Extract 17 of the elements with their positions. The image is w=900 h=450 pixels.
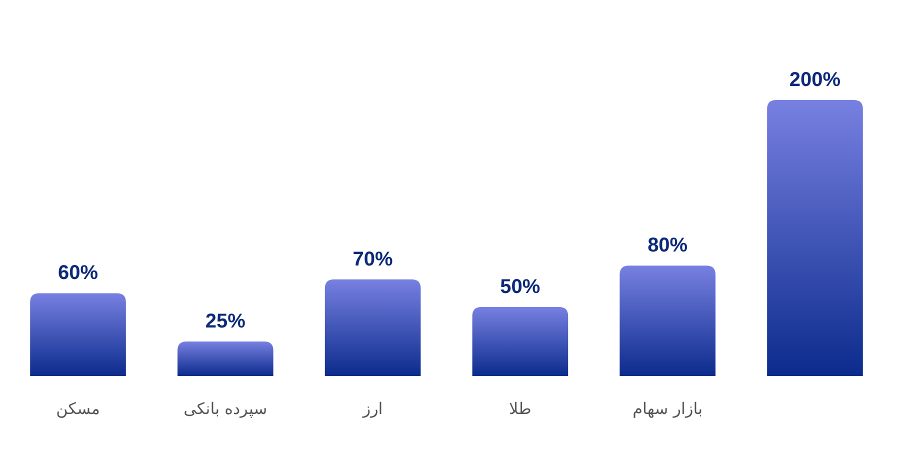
data-label: 200% [789, 69, 841, 91]
data-label: 50% [500, 276, 540, 298]
bar [324, 279, 421, 376]
bar [30, 293, 126, 376]
x-tick-label: طلا [509, 399, 532, 418]
x-tick-label: سپرده بانکی [184, 399, 268, 418]
data-label: 25% [205, 310, 246, 332]
x-tick-label: مسکن [56, 399, 100, 418]
bar [620, 266, 716, 376]
bar [178, 342, 274, 376]
x-tick-label: بازار سهام [632, 399, 703, 418]
data-label: 60% [58, 262, 98, 284]
bar [767, 100, 863, 376]
data-label: 70% [352, 248, 394, 270]
bar [472, 307, 568, 376]
data-label: 80% [648, 234, 688, 257]
x-tick-label: ارز [362, 399, 383, 418]
